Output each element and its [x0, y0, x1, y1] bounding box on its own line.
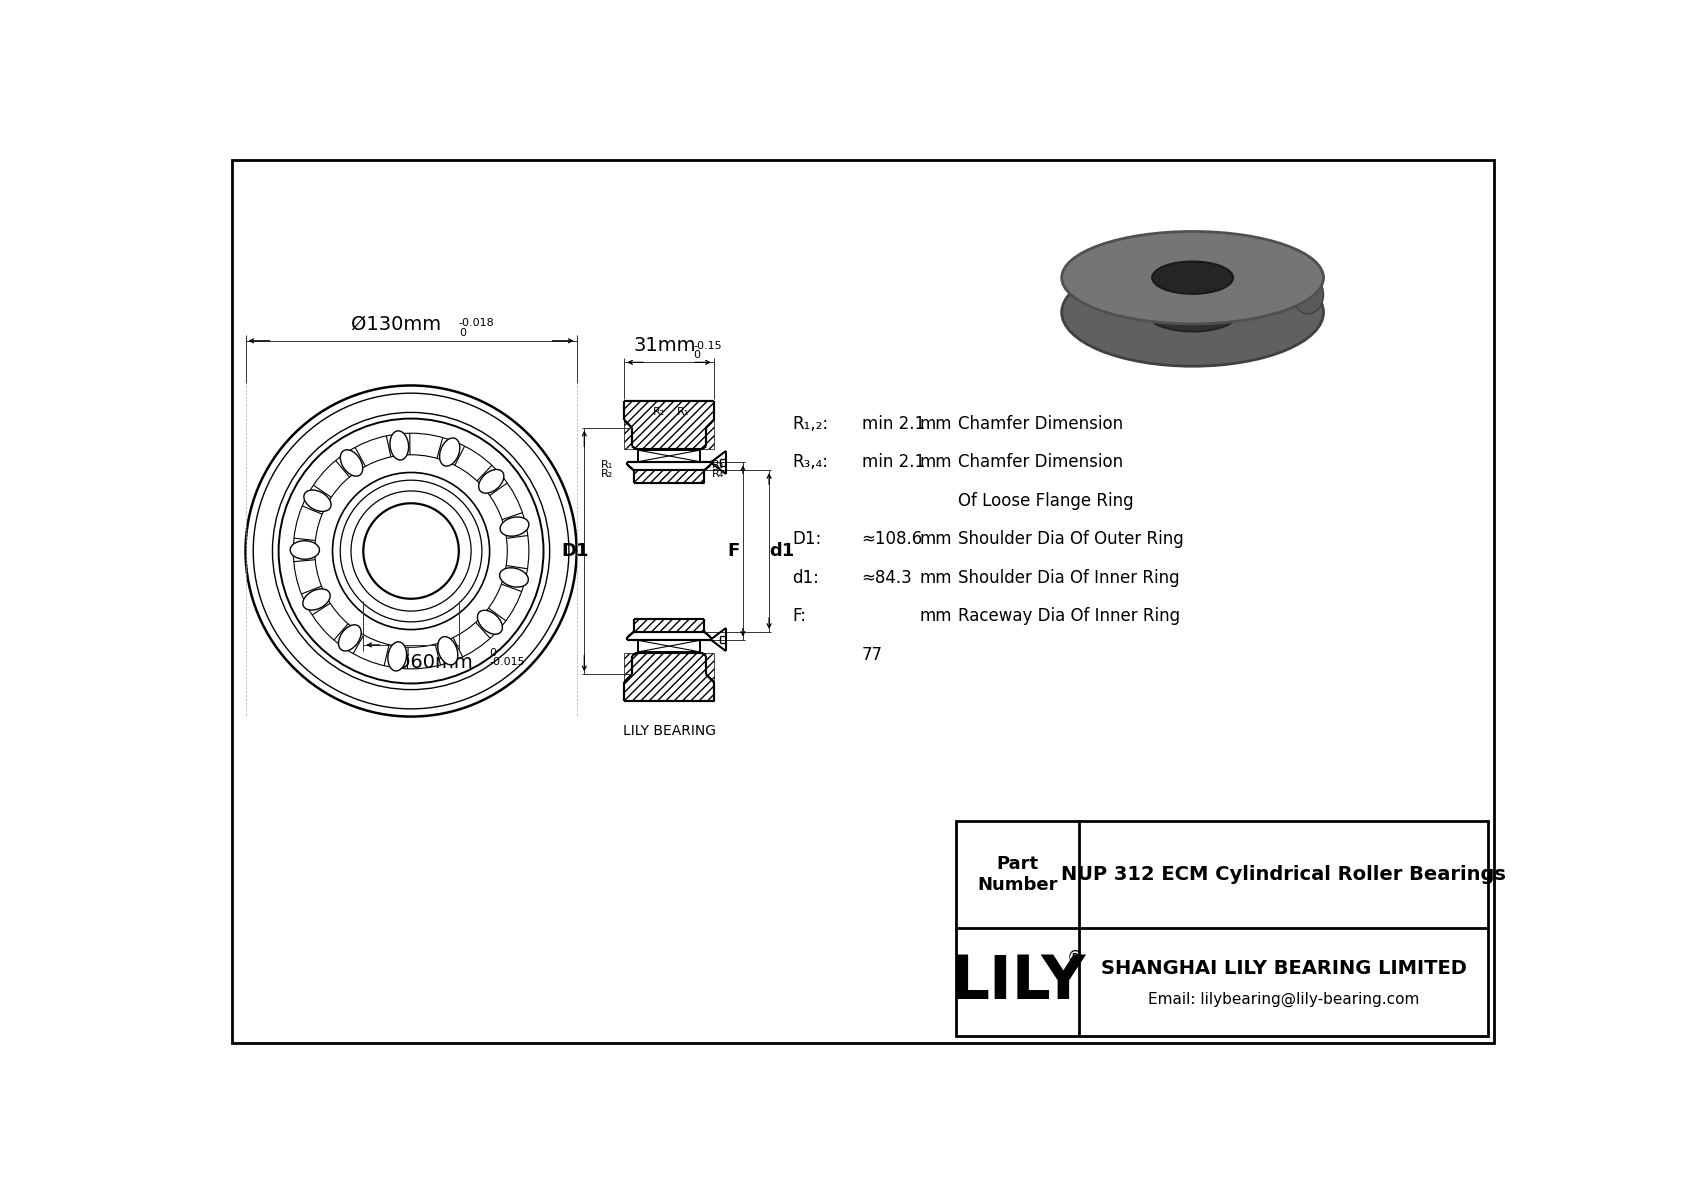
Text: R₃,₄:: R₃,₄: [791, 454, 829, 472]
Ellipse shape [303, 490, 332, 511]
Ellipse shape [391, 431, 409, 460]
Text: Chamfer Dimension: Chamfer Dimension [958, 414, 1123, 434]
Ellipse shape [477, 610, 502, 635]
Text: R₄: R₄ [712, 469, 724, 479]
Text: R₃: R₃ [712, 460, 724, 469]
Ellipse shape [438, 637, 458, 665]
Bar [625, 653, 714, 701]
Ellipse shape [1293, 275, 1324, 314]
Bar [638, 641, 701, 651]
Bar [625, 401, 714, 449]
Text: mm: mm [919, 454, 951, 472]
Text: min 2.1: min 2.1 [862, 454, 925, 472]
Text: 0: 0 [490, 648, 497, 659]
Ellipse shape [340, 450, 362, 476]
Text: -0.018: -0.018 [458, 318, 495, 329]
Text: R₂: R₂ [601, 469, 613, 479]
Text: Email: lilybearing@lily-bearing.com: Email: lilybearing@lily-bearing.com [1148, 992, 1420, 1006]
Text: Of Loose Flange Ring: Of Loose Flange Ring [958, 492, 1133, 510]
Text: -0.15: -0.15 [694, 341, 722, 351]
Text: F:: F: [791, 607, 807, 625]
Bar [633, 470, 704, 484]
Text: R₁: R₁ [601, 460, 613, 469]
Text: Shoulder Dia Of Inner Ring: Shoulder Dia Of Inner Ring [958, 569, 1179, 587]
Text: mm: mm [919, 414, 951, 434]
Text: R₁,₂:: R₁,₂: [791, 414, 829, 434]
Ellipse shape [1061, 258, 1324, 366]
Text: 77: 77 [862, 646, 882, 663]
Text: F: F [727, 542, 739, 560]
Ellipse shape [440, 438, 460, 466]
Text: R₁: R₁ [677, 406, 689, 417]
Ellipse shape [387, 642, 406, 671]
Text: Shoulder Dia Of Outer Ring: Shoulder Dia Of Outer Ring [958, 530, 1184, 549]
Text: mm: mm [919, 530, 951, 549]
Ellipse shape [478, 469, 504, 493]
Ellipse shape [500, 568, 529, 587]
Text: SHANGHAI LILY BEARING LIMITED: SHANGHAI LILY BEARING LIMITED [1101, 959, 1467, 978]
Bar [957, 821, 1487, 1036]
Text: LILY: LILY [950, 953, 1086, 1011]
Text: d1:: d1: [791, 569, 818, 587]
Text: mm: mm [919, 569, 951, 587]
Text: mm: mm [919, 607, 951, 625]
Ellipse shape [1147, 293, 1239, 331]
Text: R₂: R₂ [653, 406, 665, 417]
Text: LILY BEARING: LILY BEARING [623, 724, 716, 738]
Ellipse shape [338, 625, 360, 651]
Text: Part
Number: Part Number [978, 855, 1058, 893]
Text: min 2.1: min 2.1 [862, 414, 925, 434]
Text: 0: 0 [458, 328, 466, 338]
Ellipse shape [290, 541, 320, 560]
Ellipse shape [1061, 231, 1324, 324]
Text: 0: 0 [694, 350, 701, 360]
Text: ≈108.6: ≈108.6 [862, 530, 923, 549]
Text: -0.015: -0.015 [490, 657, 525, 667]
Text: ®: ® [1066, 948, 1083, 967]
Bar [638, 450, 701, 462]
Text: Ø130mm: Ø130mm [350, 314, 441, 333]
Text: D1: D1 [561, 542, 589, 560]
Text: Raceway Dia Of Inner Ring: Raceway Dia Of Inner Ring [958, 607, 1180, 625]
Text: Ø60mm: Ø60mm [396, 653, 473, 672]
Text: Chamfer Dimension: Chamfer Dimension [958, 454, 1123, 472]
Bar [633, 619, 704, 632]
Text: d1: d1 [770, 542, 795, 560]
Text: D1:: D1: [791, 530, 822, 549]
Text: 31mm: 31mm [633, 336, 697, 355]
Text: NUP 312 ECM Cylindrical Roller Bearings: NUP 312 ECM Cylindrical Roller Bearings [1061, 865, 1505, 884]
Ellipse shape [1152, 262, 1233, 294]
Ellipse shape [303, 588, 330, 610]
Ellipse shape [500, 517, 529, 536]
Text: ≈84.3: ≈84.3 [862, 569, 913, 587]
